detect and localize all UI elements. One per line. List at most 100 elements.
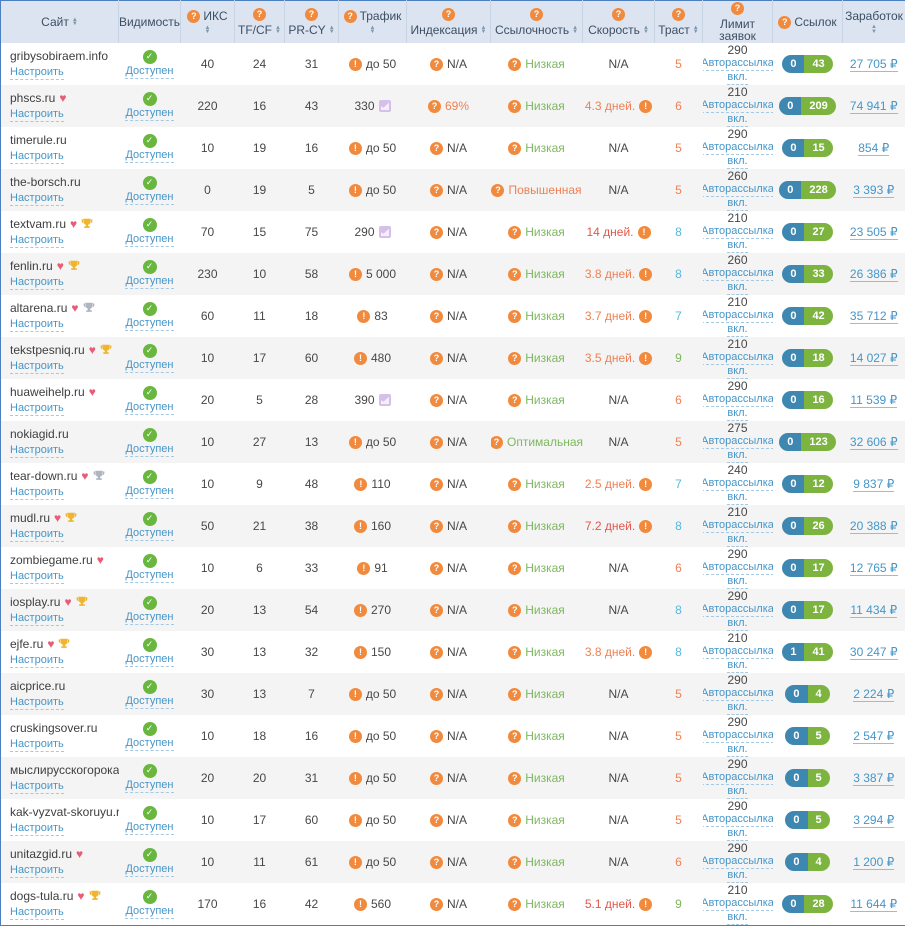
- autoship-link[interactable]: Авторассылка: [703, 813, 773, 827]
- help-icon[interactable]: ?: [430, 142, 443, 155]
- autoship-on-link[interactable]: вкл.: [727, 323, 747, 337]
- help-icon[interactable]: ?: [491, 184, 504, 197]
- help-icon[interactable]: ?: [430, 562, 443, 575]
- autoship-on-link[interactable]: вкл.: [727, 71, 747, 85]
- help-icon[interactable]: ?: [430, 772, 443, 785]
- help-icon[interactable]: ?: [491, 436, 504, 449]
- available-link[interactable]: Доступен: [125, 401, 173, 415]
- earnings-link[interactable]: 11 644 ₽: [850, 897, 897, 912]
- column-header-8[interactable]: ?Скорость▲▼: [583, 1, 655, 44]
- available-link[interactable]: Доступен: [125, 149, 173, 163]
- help-icon[interactable]: ?: [430, 478, 443, 491]
- help-icon[interactable]: ?: [672, 8, 685, 21]
- earnings-link[interactable]: 1 200 ₽: [853, 855, 894, 870]
- configure-link[interactable]: Настроить: [10, 66, 64, 80]
- help-icon[interactable]: ?: [508, 268, 521, 281]
- configure-link[interactable]: Настроить: [10, 444, 64, 458]
- autoship-link[interactable]: Авторассылка: [703, 267, 773, 281]
- help-icon[interactable]: ?: [508, 58, 521, 71]
- autoship-link[interactable]: Авторассылка: [703, 519, 773, 533]
- earnings-link[interactable]: 20 388 ₽: [850, 519, 898, 534]
- earnings-link[interactable]: 12 765 ₽: [850, 561, 898, 576]
- earnings-link[interactable]: 3 387 ₽: [853, 771, 894, 786]
- available-link[interactable]: Доступен: [125, 569, 173, 583]
- help-icon[interactable]: ?: [430, 898, 443, 911]
- autoship-on-link[interactable]: вкл.: [727, 911, 747, 925]
- autoship-link[interactable]: Авторассылка: [703, 477, 773, 491]
- earnings-link[interactable]: 26 386 ₽: [850, 267, 898, 282]
- help-icon[interactable]: ?: [430, 436, 443, 449]
- autoship-link[interactable]: Авторассылка: [703, 729, 773, 743]
- available-link[interactable]: Доступен: [125, 233, 173, 247]
- column-header-3[interactable]: ?TF/CF▲▼: [235, 1, 285, 44]
- configure-link[interactable]: Настроить: [10, 612, 64, 626]
- help-icon[interactable]: ?: [253, 8, 266, 21]
- autoship-on-link[interactable]: вкл.: [727, 365, 747, 379]
- autoship-link[interactable]: Авторассылка: [703, 99, 773, 113]
- help-icon[interactable]: ?: [430, 604, 443, 617]
- autoship-link[interactable]: Авторассылка: [703, 603, 773, 617]
- available-link[interactable]: Доступен: [125, 611, 173, 625]
- available-link[interactable]: Доступен: [125, 485, 173, 499]
- available-link[interactable]: Доступен: [125, 653, 173, 667]
- available-link[interactable]: Доступен: [125, 191, 173, 205]
- autoship-on-link[interactable]: вкл.: [727, 281, 747, 295]
- help-icon[interactable]: ?: [731, 2, 744, 15]
- autoship-link[interactable]: Авторассылка: [703, 225, 773, 239]
- traffic-chart-icon[interactable]: [379, 226, 391, 238]
- autoship-link[interactable]: Авторассылка: [703, 309, 773, 323]
- earnings-link[interactable]: 854 ₽: [858, 141, 889, 156]
- help-icon[interactable]: ?: [508, 100, 521, 113]
- help-icon[interactable]: ?: [508, 604, 521, 617]
- autoship-on-link[interactable]: вкл.: [727, 449, 747, 463]
- available-link[interactable]: Доступен: [125, 737, 173, 751]
- autoship-link[interactable]: Авторассылка: [703, 561, 773, 575]
- earnings-link[interactable]: 27 705 ₽: [850, 57, 898, 72]
- available-link[interactable]: Доступен: [125, 317, 173, 331]
- autoship-on-link[interactable]: вкл.: [727, 575, 747, 589]
- earnings-link[interactable]: 2 547 ₽: [853, 729, 894, 744]
- help-icon[interactable]: ?: [430, 268, 443, 281]
- configure-link[interactable]: Настроить: [10, 864, 64, 878]
- autoship-link[interactable]: Авторассылка: [703, 393, 773, 407]
- autoship-link[interactable]: Авторассылка: [703, 435, 773, 449]
- configure-link[interactable]: Настроить: [10, 150, 64, 164]
- available-link[interactable]: Доступен: [125, 863, 173, 877]
- help-icon[interactable]: ?: [508, 562, 521, 575]
- column-header-5[interactable]: ?Трафик▲▼: [339, 1, 407, 44]
- traffic-chart-icon[interactable]: [379, 100, 391, 112]
- configure-link[interactable]: Настроить: [10, 654, 64, 668]
- help-icon[interactable]: ?: [187, 10, 200, 23]
- help-icon[interactable]: ?: [430, 310, 443, 323]
- help-icon[interactable]: ?: [508, 772, 521, 785]
- configure-link[interactable]: Настроить: [10, 906, 64, 920]
- configure-link[interactable]: Настроить: [10, 318, 64, 332]
- help-icon[interactable]: ?: [344, 10, 357, 23]
- autoship-link[interactable]: Авторассылка: [703, 645, 773, 659]
- help-icon[interactable]: ?: [430, 394, 443, 407]
- column-header-7[interactable]: ?Ссылочность▲▼: [491, 1, 583, 44]
- autoship-on-link[interactable]: вкл.: [727, 491, 747, 505]
- configure-link[interactable]: Настроить: [10, 234, 64, 248]
- column-header-11[interactable]: ?Ссылок: [773, 1, 843, 44]
- configure-link[interactable]: Настроить: [10, 108, 64, 122]
- column-header-4[interactable]: ?PR-CY▲▼: [285, 1, 339, 44]
- autoship-link[interactable]: Авторассылка: [703, 351, 773, 365]
- available-link[interactable]: Доступен: [125, 443, 173, 457]
- earnings-link[interactable]: 3 393 ₽: [853, 183, 894, 198]
- help-icon[interactable]: ?: [430, 184, 443, 197]
- sort-icon[interactable]: ▲▼: [572, 26, 578, 35]
